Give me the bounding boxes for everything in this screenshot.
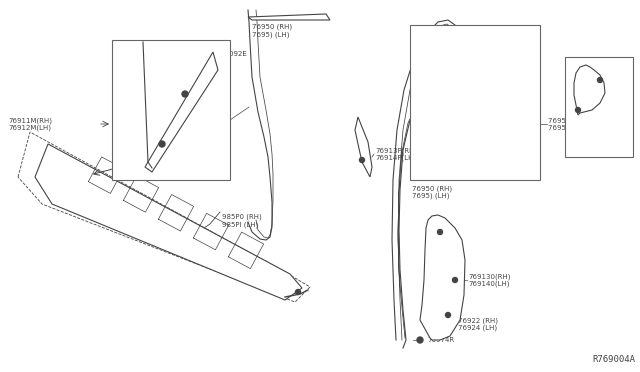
Text: 76095E: 76095E <box>572 144 599 150</box>
Text: 76922 (RH)
76924 (LH): 76922 (RH) 76924 (LH) <box>458 317 498 331</box>
Text: R769004A: R769004A <box>592 355 635 364</box>
Text: 76092E: 76092E <box>220 51 247 57</box>
Circle shape <box>296 289 301 295</box>
Polygon shape <box>248 14 330 20</box>
Text: 769130(RH)
769140(LH): 769130(RH) 769140(LH) <box>468 273 511 287</box>
Bar <box>112 40 230 180</box>
Circle shape <box>575 108 580 112</box>
Text: 76950 (RH)
7695) (LH): 76950 (RH) 7695) (LH) <box>412 185 452 199</box>
Circle shape <box>445 312 451 317</box>
Polygon shape <box>574 65 605 115</box>
Text: 76974R: 76974R <box>427 337 454 343</box>
Text: 76921 (RH)
76923 (LH): 76921 (RH) 76923 (LH) <box>188 115 228 129</box>
Text: 76954 (RH)
76953 (LH): 76954 (RH) 76953 (LH) <box>548 117 588 131</box>
Polygon shape <box>35 144 302 300</box>
Circle shape <box>159 141 165 147</box>
Bar <box>410 25 540 180</box>
Text: 76950 (RH)
7695) (LH): 76950 (RH) 7695) (LH) <box>252 24 292 38</box>
Polygon shape <box>420 215 465 340</box>
Text: 76911M(RH)
76912M(LH): 76911M(RH) 76912M(LH) <box>8 117 52 131</box>
Bar <box>565 57 633 157</box>
Polygon shape <box>145 52 218 172</box>
Circle shape <box>417 337 423 343</box>
Text: 985P0 (RH)
985PI (LH): 985P0 (RH) 985PI (LH) <box>222 214 262 228</box>
Text: 98540A: 98540A <box>122 163 152 171</box>
Circle shape <box>360 157 365 163</box>
Circle shape <box>182 91 188 97</box>
Text: 76092E: 76092E <box>155 119 182 125</box>
Text: 76913P(RH)
76914P(LH): 76913P(RH) 76914P(LH) <box>375 147 417 161</box>
Circle shape <box>438 230 442 234</box>
Circle shape <box>452 278 458 282</box>
Polygon shape <box>355 117 372 177</box>
Circle shape <box>598 77 602 83</box>
